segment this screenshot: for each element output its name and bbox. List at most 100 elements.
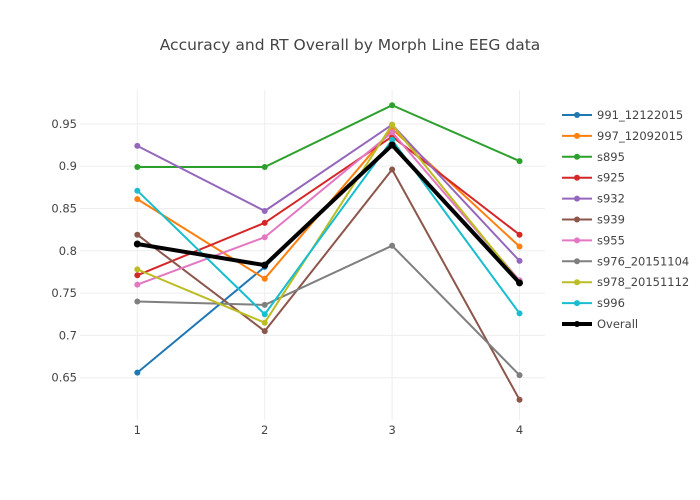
legend-item: s978_20151112 [562, 275, 689, 289]
series-line [136, 123, 521, 262]
data-point [261, 261, 269, 269]
data-point [389, 166, 396, 173]
legend-label: Overall [597, 317, 638, 331]
data-point [134, 266, 141, 273]
series-line [136, 123, 521, 324]
grid-lines [80, 90, 545, 420]
legend-label: s895 [597, 150, 625, 164]
legend-swatch-marker [574, 258, 580, 265]
x-tick-label: 3 [388, 423, 395, 437]
y-tick-label: 0.75 [51, 286, 77, 300]
data-point [516, 158, 523, 165]
legend-label: s925 [597, 171, 625, 185]
legend-item: Overall [562, 317, 638, 331]
legend-item: s996 [562, 296, 625, 310]
data-point [389, 121, 396, 128]
legend-item: s955 [562, 233, 625, 247]
data-point [261, 275, 268, 282]
data-point [133, 240, 141, 248]
legend-label: 997_12092015 [597, 129, 683, 143]
legend-swatch-marker [574, 321, 580, 327]
data-point [516, 243, 523, 250]
legend-label: s955 [597, 233, 625, 247]
y-tick-label: 0.95 [51, 117, 77, 131]
data-point [134, 231, 141, 238]
legend-item: 991_12122015 [562, 108, 683, 122]
data-point [389, 136, 396, 143]
x-axis-ticks: 1 2 3 4 [134, 423, 524, 437]
legend-label: s996 [597, 296, 625, 310]
data-point [388, 141, 396, 149]
legend-item: s976_20151104 [562, 254, 689, 268]
legend-swatch-marker [574, 153, 580, 160]
series-lines [133, 102, 524, 403]
data-point [261, 219, 268, 226]
data-point [516, 257, 523, 264]
data-point [516, 279, 524, 287]
series-line [137, 244, 521, 376]
y-axis-ticks: 0.65 0.7 0.75 0.8 0.85 0.9 0.95 [51, 117, 77, 385]
data-point [261, 311, 268, 318]
data-point [389, 242, 396, 249]
legend-label: s976_20151104 [597, 254, 689, 268]
y-tick-label: 0.85 [51, 201, 77, 215]
y-tick-label: 0.65 [51, 371, 77, 385]
series-s895 [134, 102, 523, 170]
data-point [134, 281, 141, 288]
y-tick-label: 0.8 [59, 244, 77, 258]
series-s976-20151104 [134, 242, 523, 379]
series-line [136, 135, 521, 277]
series-line [137, 143, 521, 285]
legend-swatch-marker [574, 216, 580, 223]
data-point [261, 319, 268, 326]
series-line [136, 168, 521, 401]
x-tick-label: 1 [134, 423, 141, 437]
data-point [516, 231, 523, 238]
data-point [261, 208, 268, 214]
series-s939 [134, 166, 523, 403]
y-tick-label: 0.7 [59, 328, 77, 342]
data-point [134, 369, 141, 376]
data-point [261, 328, 268, 335]
data-point [516, 310, 523, 317]
chart-title: Accuracy and RT Overall by Morph Line EE… [160, 36, 541, 54]
data-point [389, 129, 396, 136]
x-tick-label: 2 [261, 423, 268, 437]
legend-swatch-marker [574, 237, 580, 244]
data-point [134, 142, 141, 149]
legend-swatch-marker [574, 300, 580, 307]
data-point [134, 272, 141, 279]
legend-swatch-marker [574, 132, 580, 139]
series-991-12122015 [134, 142, 523, 376]
data-point [261, 234, 268, 241]
data-point [261, 301, 268, 308]
data-point [134, 298, 141, 305]
y-tick-label: 0.9 [59, 159, 77, 173]
legend: 991_12122015 997_12092015 s895 s925 s932 s939… [562, 108, 689, 331]
legend-swatch-marker [574, 279, 580, 286]
series-line [136, 131, 521, 286]
legend-swatch-marker [574, 195, 580, 202]
data-point [389, 102, 396, 109]
legend-item: s939 [562, 213, 625, 227]
legend-item: s895 [562, 150, 625, 164]
data-point [134, 196, 141, 203]
legend-label: s978_20151112 [597, 275, 689, 289]
legend-swatch-marker [574, 112, 580, 118]
data-point [516, 396, 523, 403]
series-line [136, 138, 521, 316]
legend-swatch-marker [574, 174, 580, 181]
legend-item: s925 [562, 171, 625, 185]
data-point [134, 164, 141, 170]
x-tick-label: 4 [516, 423, 523, 437]
series-overall [133, 141, 524, 287]
series-s996 [134, 136, 523, 318]
data-point [261, 164, 268, 170]
legend-label: s939 [597, 213, 625, 227]
legend-label: 991_12122015 [597, 108, 683, 122]
data-point [134, 187, 141, 194]
legend-label: s932 [597, 192, 625, 206]
series-line [137, 104, 520, 168]
legend-item: 997_12092015 [562, 129, 683, 143]
